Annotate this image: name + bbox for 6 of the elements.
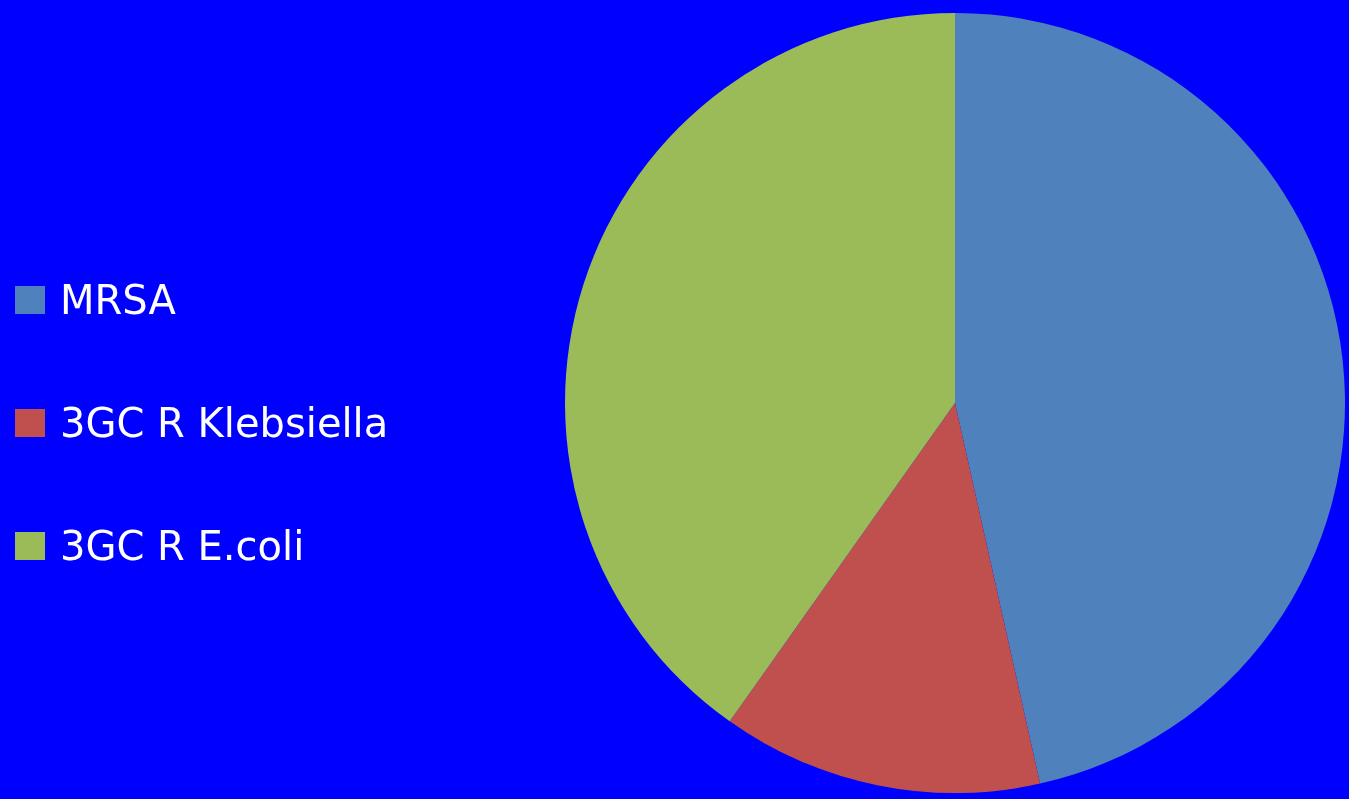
pie-slice (955, 13, 1345, 784)
legend-label: 3GC R Klebsiella (60, 400, 389, 446)
legend-label: MRSA (60, 277, 177, 323)
pie-slice (565, 13, 955, 722)
pie-slice (729, 403, 1041, 793)
legend-label: 3GC R E.coli (60, 523, 305, 569)
